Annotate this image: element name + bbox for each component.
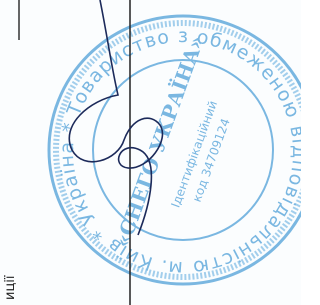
- side-text: иції: [3, 275, 18, 300]
- scan: иції м. Київ * Україна * Товариство з об…: [0, 0, 301, 305]
